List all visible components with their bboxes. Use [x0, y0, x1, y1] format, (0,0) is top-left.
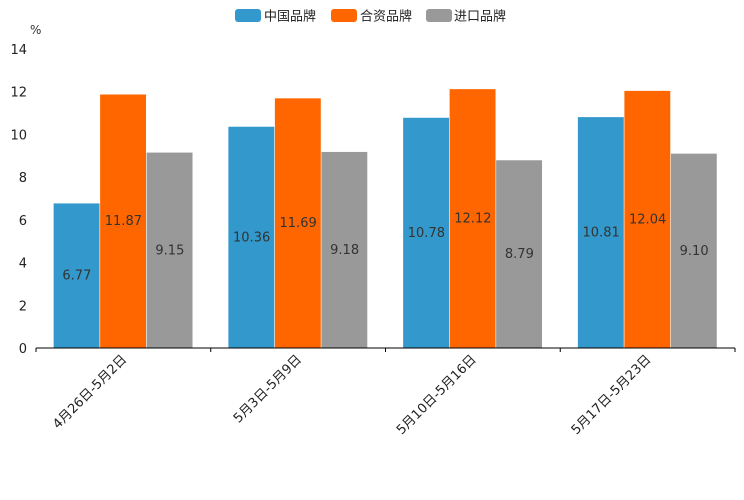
x-tick-label: 5月10日-5月16日 [394, 352, 480, 438]
bar-1-3 [403, 117, 450, 349]
legend: 中国品牌 合资品牌 进口品牌 [235, 9, 506, 25]
legend-swatch [235, 9, 261, 22]
bar-data-label: 10.81 [583, 226, 620, 241]
bars: 6.77 11.87 9.15 10.36 11.69 9.18 10.78 12.12 8.7… [53, 89, 717, 349]
y-tick-label: 8 [19, 171, 27, 186]
y-tick-label: 14 [10, 43, 27, 58]
bar-2-1 [100, 94, 147, 348]
legend-swatch [331, 9, 357, 22]
legend-item-2[interactable]: 合资品牌 [331, 9, 412, 25]
bar-data-label: 6.77 [62, 269, 91, 284]
x-tick-label: 4月26日-5月2日 [50, 352, 130, 432]
bar-1-1 [53, 203, 100, 348]
bar-data-label: 11.69 [280, 216, 317, 231]
x-axis: 4月26日-5月2日 5月3日-5月9日 5月10日-5月16日 5月17日-5月23… [35, 347, 736, 438]
bar-data-label: 8.79 [505, 247, 534, 262]
bar-2-2 [274, 98, 321, 349]
bar-data-label: 9.15 [155, 243, 184, 258]
bar-data-label: 11.87 [105, 214, 142, 229]
y-tick-label: 4 [19, 257, 27, 272]
bar-3-3 [496, 160, 543, 348]
y-tick-label: 10 [10, 128, 27, 143]
bar-2-3 [449, 89, 496, 348]
legend-label: 中国品牌 [264, 9, 316, 25]
legend-label: 进口品牌 [454, 9, 506, 25]
y-tick-label: 6 [19, 214, 27, 229]
bar-data-label: 12.12 [454, 212, 491, 227]
bar-3-4 [670, 153, 717, 348]
bar-data-label: 10.78 [408, 226, 445, 241]
y-tick-label: 0 [19, 342, 27, 357]
bar-3-1 [146, 152, 193, 348]
y-tick-label: 12 [10, 86, 27, 101]
legend-item-3[interactable]: 进口品牌 [426, 9, 506, 25]
legend-swatch [426, 9, 452, 22]
legend-item-1[interactable]: 中国品牌 [235, 9, 316, 25]
bar-data-label: 10.36 [233, 230, 270, 245]
bar-data-label: 9.10 [680, 244, 709, 259]
bar-1-4 [577, 117, 624, 348]
y-axis-label: % [30, 23, 41, 37]
bar-2-4 [624, 90, 671, 349]
x-tick-label: 5月3日-5月9日 [231, 352, 305, 426]
y-axis: 0 2 4 6 8 10 12 14 [10, 43, 27, 357]
y-tick-label: 2 [19, 299, 27, 314]
legend-label: 合资品牌 [360, 9, 412, 25]
x-tick-label: 5月17日-5月23日 [569, 352, 655, 438]
bar-data-label: 9.18 [330, 243, 359, 258]
bar-data-label: 12.04 [629, 212, 666, 227]
bar-3-2 [321, 151, 368, 348]
bar-1-2 [228, 126, 275, 349]
